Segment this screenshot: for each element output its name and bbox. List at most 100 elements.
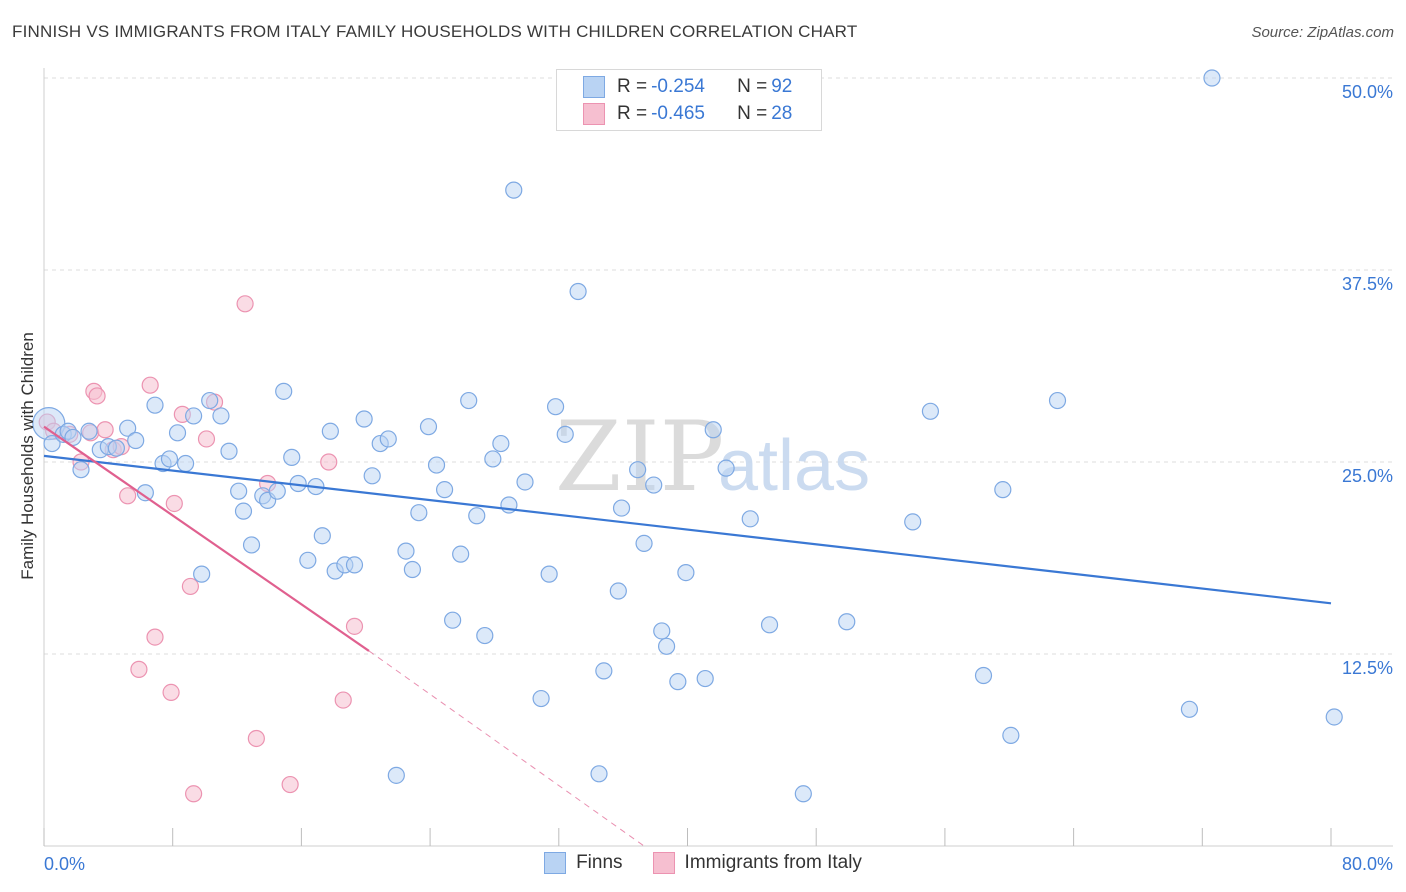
italy-point bbox=[334, 691, 352, 709]
watermark-atlas: atlas bbox=[718, 426, 870, 506]
finns-point bbox=[160, 450, 179, 468]
finns-point bbox=[136, 484, 154, 502]
italy-point bbox=[162, 683, 180, 702]
finns-point bbox=[468, 507, 486, 525]
finns-point bbox=[556, 425, 574, 443]
italy-point bbox=[96, 421, 114, 439]
italy-point bbox=[197, 430, 216, 448]
finns-point bbox=[904, 513, 922, 531]
finns-point bbox=[119, 419, 137, 437]
finns-point bbox=[345, 556, 364, 574]
finns-point bbox=[397, 542, 415, 560]
series-legend: Finns Immigrants from Italy bbox=[0, 852, 1406, 874]
finns-point bbox=[1325, 708, 1343, 726]
finns-point bbox=[444, 611, 462, 629]
x-tick-label: 0.0% bbox=[44, 854, 85, 874]
italy-points bbox=[38, 295, 364, 803]
finns-point bbox=[419, 418, 438, 436]
finns-point bbox=[546, 398, 565, 416]
finns-point bbox=[185, 407, 203, 425]
finns-point bbox=[505, 181, 523, 199]
finns-point bbox=[268, 482, 286, 500]
finns-point bbox=[212, 407, 230, 425]
n-value: 92 bbox=[771, 76, 793, 97]
finns-point bbox=[283, 448, 301, 466]
finns-point bbox=[590, 765, 608, 783]
finns-point bbox=[696, 669, 714, 688]
x-tick-label: 80.0% bbox=[1342, 854, 1393, 874]
finns-point bbox=[230, 482, 248, 500]
italy-point bbox=[247, 729, 265, 748]
italy-legend-swatch bbox=[652, 852, 675, 874]
italy-point bbox=[185, 785, 203, 803]
finns-point bbox=[760, 616, 779, 634]
source-credit: Source: ZipAtlas.com bbox=[1251, 24, 1394, 41]
italy-swatch bbox=[583, 103, 605, 125]
finns-point bbox=[363, 467, 381, 485]
chart-title: FINNISH VS IMMIGRANTS FROM ITALY FAMILY … bbox=[12, 22, 858, 41]
finns-point bbox=[704, 421, 722, 439]
axes bbox=[43, 68, 1393, 847]
r-label: R = bbox=[617, 76, 648, 97]
r-label: R = bbox=[617, 103, 648, 124]
finns-point bbox=[569, 282, 587, 301]
finns-point bbox=[974, 666, 993, 685]
finns-point bbox=[107, 439, 125, 457]
finns-point bbox=[410, 504, 428, 522]
italy-point bbox=[165, 494, 183, 513]
finns-point bbox=[669, 673, 687, 691]
finns-point bbox=[484, 450, 502, 468]
italy-point bbox=[281, 775, 299, 794]
finns-point bbox=[234, 502, 253, 520]
stats-legend: R = -0.254 N = 92 R = -0.465 N = 28 bbox=[556, 69, 822, 131]
y-tick-label: 12.5% bbox=[1342, 658, 1393, 678]
finns-point bbox=[1203, 69, 1221, 87]
y-tick-label: 25.0% bbox=[1342, 466, 1393, 486]
italy-point bbox=[320, 453, 338, 471]
finns-point bbox=[127, 431, 145, 450]
watermark-zip: ZIP bbox=[555, 401, 724, 513]
italy-point bbox=[146, 628, 164, 646]
italy-point bbox=[236, 295, 254, 313]
italy-point bbox=[345, 617, 364, 635]
y-tick-label: 37.5% bbox=[1342, 274, 1393, 294]
italy-point bbox=[141, 376, 159, 394]
trend-lines bbox=[43, 425, 1332, 847]
n-label: N = bbox=[737, 103, 768, 124]
finns-point bbox=[460, 391, 478, 410]
finns-point bbox=[403, 560, 422, 579]
finns-point bbox=[355, 410, 373, 428]
finns-point bbox=[516, 473, 534, 491]
finns-point bbox=[168, 424, 187, 442]
finns-point bbox=[612, 499, 631, 517]
italy-point bbox=[119, 487, 137, 505]
finns-points bbox=[32, 69, 1343, 803]
finns-legend-swatch bbox=[544, 852, 567, 874]
finns-point bbox=[492, 434, 510, 453]
finns-point bbox=[427, 456, 446, 474]
italy-point bbox=[130, 660, 148, 678]
finns-point bbox=[72, 461, 90, 479]
italy-point bbox=[88, 387, 106, 405]
y-tick-label: 50.0% bbox=[1342, 82, 1393, 102]
watermark: ZIP atlas bbox=[555, 401, 870, 513]
finns-point bbox=[532, 689, 550, 708]
finns-point bbox=[645, 476, 663, 494]
finns-point bbox=[299, 551, 317, 569]
r-value: -0.465 bbox=[651, 103, 705, 124]
finns-point bbox=[635, 534, 653, 553]
finns-point bbox=[201, 391, 219, 410]
finns-point bbox=[321, 422, 339, 440]
finns-point bbox=[653, 622, 671, 640]
finns-swatch bbox=[583, 76, 605, 98]
legend-label-italy: Immigrants from Italy bbox=[684, 852, 862, 873]
finns-point bbox=[452, 545, 470, 563]
finns-point bbox=[794, 785, 812, 803]
finns-point bbox=[677, 563, 695, 582]
finns-point bbox=[609, 582, 627, 600]
finns-point bbox=[629, 461, 647, 479]
finns-point bbox=[741, 510, 759, 528]
finns-point bbox=[379, 430, 397, 448]
finns-trend-line bbox=[43, 454, 1332, 605]
